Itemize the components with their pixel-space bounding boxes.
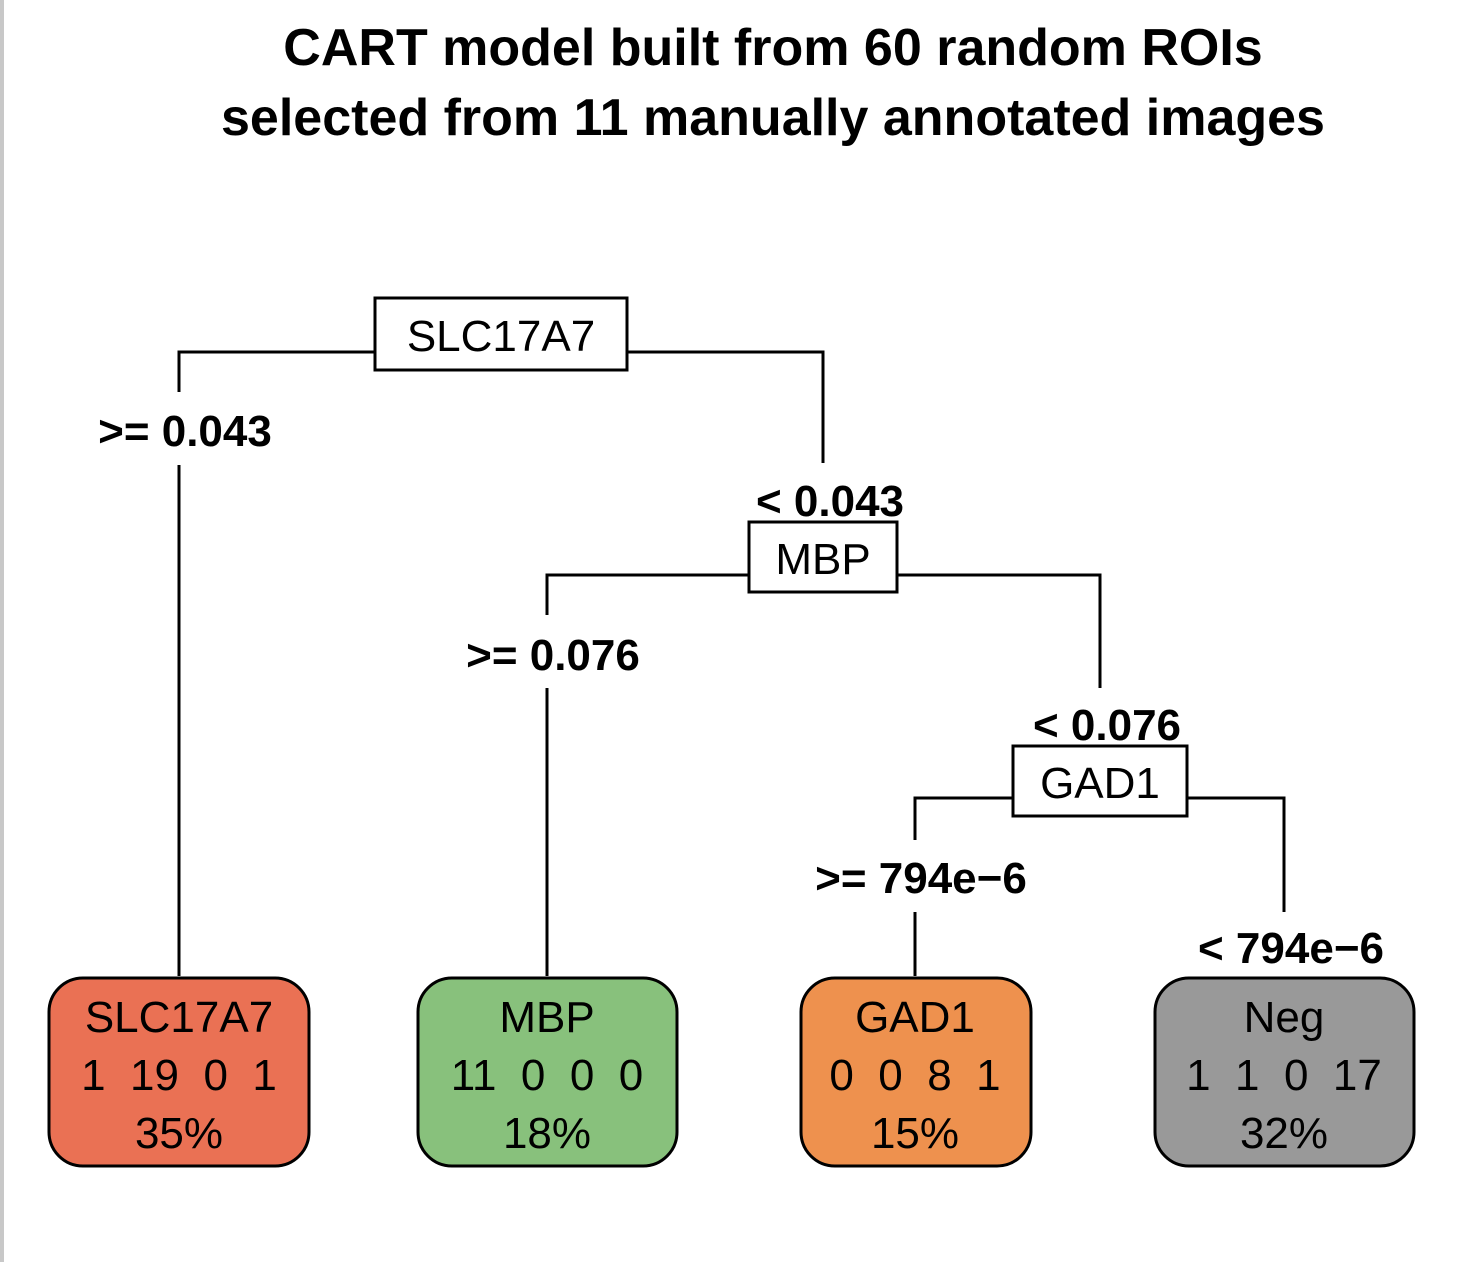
tree-edges [177, 350, 1286, 976]
leaf-box-slc17a7 [47, 976, 311, 1168]
edge-root-right [627, 350, 825, 463]
leaf-counts-mbp: 11 0 0 0 [451, 1051, 643, 1100]
edge-label-mbp-right: < 0.076 [1033, 701, 1181, 750]
split-node-gad1: GAD1 [1011, 744, 1189, 818]
leaf-node-neg: Neg 1 1 0 17 32% [1153, 976, 1416, 1168]
leaf-percent-slc17a7: 35% [135, 1109, 223, 1158]
leaf-class-slc17a7: SLC17A7 [85, 993, 273, 1042]
leaf-node-mbp: MBP 11 0 0 0 18% [416, 976, 679, 1168]
split-label-gad1: GAD1 [1040, 759, 1160, 808]
window-left-border [0, 0, 4, 1262]
leaf-percent-neg: 32% [1240, 1109, 1328, 1158]
edge-root-left-top [177, 350, 375, 392]
edge-label-mbp-left: >= 0.076 [466, 631, 640, 680]
edge-label-root-left: >= 0.043 [98, 407, 272, 456]
leaf-box-neg [1153, 976, 1416, 1168]
edge-gad1-right [1187, 796, 1286, 912]
leaf-class-mbp: MBP [499, 993, 594, 1042]
split-box-root [373, 296, 629, 372]
split-label-root: SLC17A7 [407, 312, 595, 361]
leaf-node-gad1: GAD1 0 0 8 1 15% [799, 976, 1033, 1168]
leaf-box-gad1 [799, 976, 1033, 1168]
edge-label-gad1-left: >= 794e−6 [815, 854, 1027, 903]
edge-gad1-left-top [913, 796, 1013, 840]
edge-label-root-right: < 0.043 [756, 477, 904, 526]
leaf-node-slc17a7: SLC17A7 1 19 0 1 35% [47, 976, 311, 1168]
leaf-percent-gad1: 15% [871, 1109, 959, 1158]
title-line-1: CART model built from 60 random ROIs [283, 19, 1262, 77]
split-node-root: SLC17A7 [373, 296, 629, 372]
split-box-gad1 [1011, 744, 1189, 818]
leaf-class-gad1: GAD1 [855, 993, 975, 1042]
leaf-box-mbp [416, 976, 679, 1168]
split-label-mbp: MBP [775, 535, 870, 584]
title-line-2: selected from 11 manually annotated imag… [221, 89, 1325, 147]
edge-label-gad1-right: < 794e−6 [1198, 924, 1384, 973]
leaf-percent-mbp: 18% [503, 1109, 591, 1158]
edge-mbp-left-top [545, 573, 749, 615]
leaf-counts-neg: 1 1 0 17 [1186, 1051, 1382, 1100]
leaf-counts-slc17a7: 1 19 0 1 [81, 1051, 277, 1100]
split-box-mbp [747, 520, 899, 594]
edge-mbp-right [897, 573, 1102, 688]
split-node-mbp: MBP [747, 520, 899, 594]
leaf-class-neg: Neg [1244, 993, 1325, 1042]
leaf-counts-gad1: 0 0 8 1 [829, 1051, 1000, 1100]
